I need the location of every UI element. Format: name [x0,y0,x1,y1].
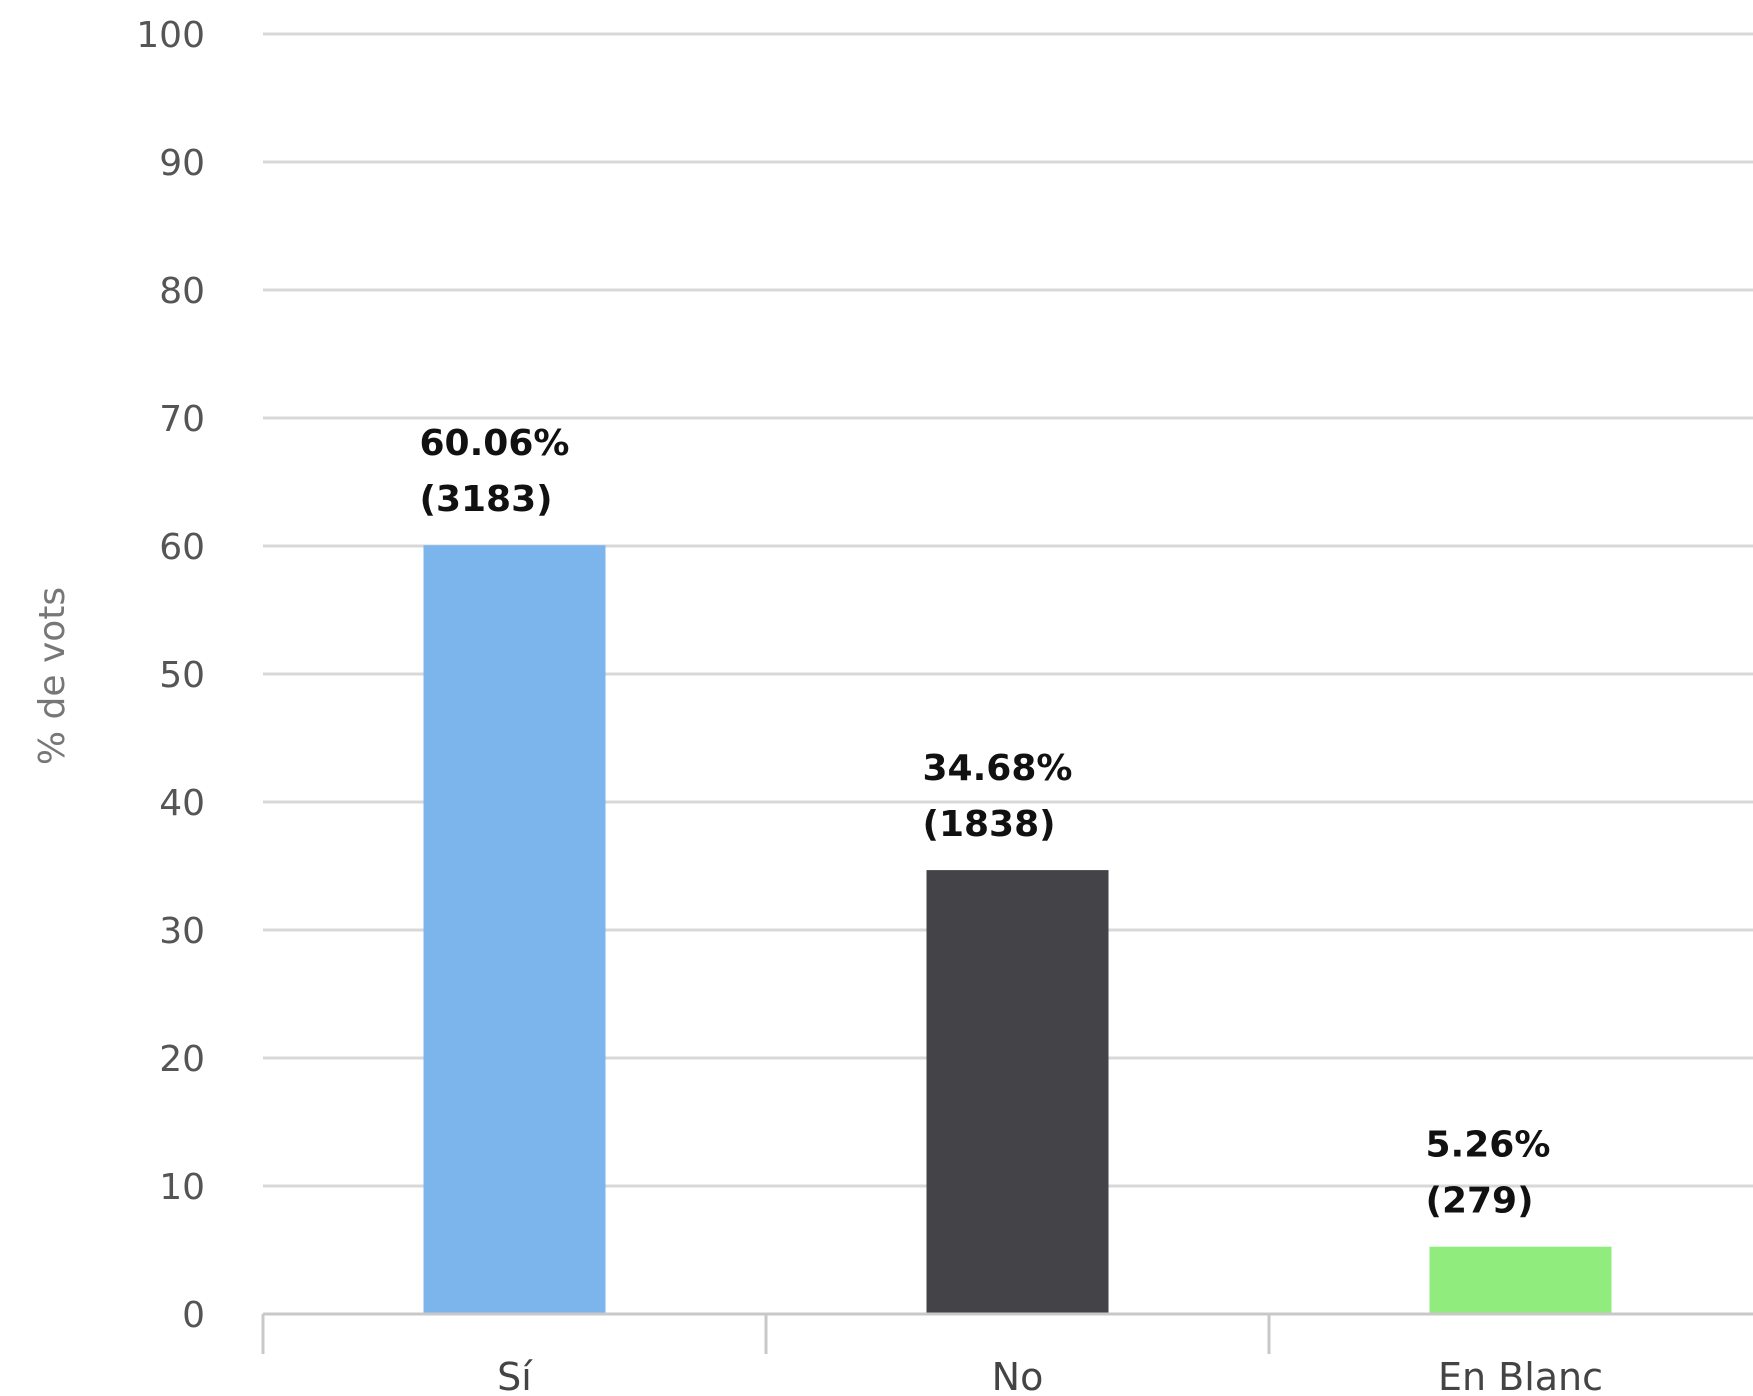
y-tick-label: 0 [182,1295,205,1336]
y-tick-label: 90 [159,143,205,184]
data-label-count: (1838) [923,804,1056,845]
data-label-percent: 60.06% [420,423,570,464]
y-tick-label: 70 [159,399,205,440]
data-label-percent: 34.68% [923,748,1073,789]
y-tick-label: 80 [159,271,205,312]
x-category-label: Sí [497,1355,533,1396]
bar-0 [423,545,606,1314]
y-tick-label: 40 [159,783,205,824]
bars [423,545,1612,1314]
data-labels: 60.06% (3183) 34.68% (1838) 5.26% (279) [420,423,1551,1221]
data-label-count: (3183) [420,479,553,520]
y-tick-label: 20 [159,1039,205,1080]
x-axis-ticks: Sí No En Blanc [261,1314,1603,1396]
y-tick-label: 50 [159,655,205,696]
bar-2 [1429,1246,1612,1314]
y-tick-label: 10 [159,1167,205,1208]
y-tick-label: 60 [159,527,205,568]
bar-1 [926,870,1109,1314]
x-category-label: En Blanc [1438,1355,1603,1396]
y-axis-ticks: 0 10 20 30 40 50 60 70 80 90 100 [136,15,205,1336]
data-label-count: (279) [1426,1181,1534,1222]
x-category-label: No [992,1355,1044,1396]
data-label-percent: 5.26% [1426,1125,1551,1166]
y-tick-label: 100 [136,15,205,56]
y-tick-label: 30 [159,911,205,952]
y-axis-title: % de vots [32,587,73,765]
